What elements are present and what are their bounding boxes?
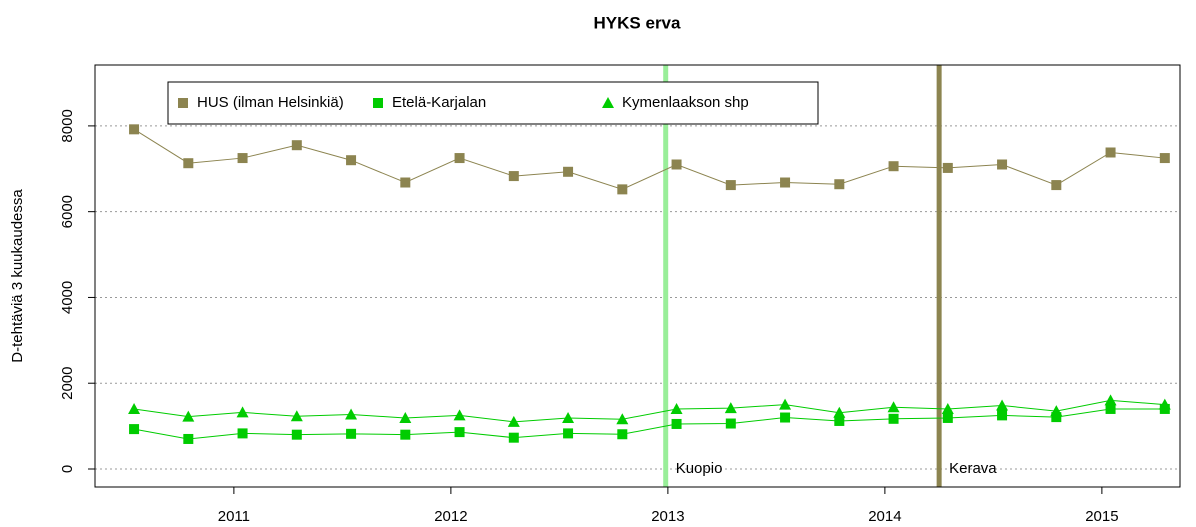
data-point	[237, 428, 248, 439]
series-line	[133, 408, 1165, 440]
data-point	[724, 402, 737, 414]
data-point	[563, 428, 574, 439]
data-point	[616, 413, 629, 425]
legend-marker	[373, 98, 383, 108]
legend-marker	[178, 98, 188, 108]
data-point	[942, 412, 953, 423]
data-point	[1051, 180, 1062, 191]
data-point	[346, 428, 357, 439]
x-tick-label: 2014	[868, 508, 901, 525]
x-tick-label: 2012	[434, 508, 467, 525]
data-point	[399, 411, 412, 423]
data-point	[345, 408, 358, 420]
data-point	[1158, 398, 1171, 410]
data-point	[1104, 394, 1117, 406]
data-point	[887, 401, 900, 413]
y-tick-label: 2000	[59, 367, 76, 400]
data-point	[834, 179, 845, 190]
chart-title: HYKS erva	[594, 13, 681, 32]
data-point	[236, 406, 249, 418]
data-point	[1105, 403, 1116, 414]
data-point	[291, 140, 302, 151]
x-tick-label: 2013	[651, 508, 684, 525]
data-point	[183, 158, 194, 169]
x-tick-label: 2015	[1085, 508, 1118, 525]
legend-label: HUS (ilman Helsinkiä)	[197, 94, 344, 111]
data-point	[617, 429, 628, 440]
data-point	[780, 177, 791, 188]
data-point	[888, 161, 899, 172]
data-point	[671, 418, 682, 429]
legend-marker	[602, 97, 614, 108]
data-point	[507, 415, 520, 427]
data-point	[779, 398, 792, 410]
legend-label: Kymenlaakson shp	[622, 94, 749, 111]
y-tick-label: 4000	[59, 281, 76, 314]
reference-label: Kerava	[949, 460, 997, 477]
data-point	[183, 433, 194, 444]
reference-label: Kuopio	[676, 460, 723, 477]
data-point	[291, 429, 302, 440]
data-point	[725, 418, 736, 429]
data-point	[508, 171, 519, 182]
data-point	[128, 402, 141, 414]
legend-label: Etelä-Karjalan	[392, 94, 486, 111]
y-tick-label: 0	[59, 465, 76, 473]
data-point	[237, 153, 248, 164]
y-axis-label: D-tehtäviä 3 kuukaudessa	[9, 189, 26, 363]
data-point	[454, 427, 465, 438]
legend-box	[167, 81, 819, 125]
data-point	[129, 124, 140, 135]
data-point	[997, 159, 1008, 170]
data-point	[670, 402, 683, 414]
data-point	[997, 410, 1008, 421]
x-tick-label: 2011	[218, 508, 250, 525]
data-point	[508, 432, 519, 443]
data-point	[562, 411, 575, 423]
data-point	[563, 166, 574, 177]
data-point	[1159, 153, 1170, 164]
data-point	[400, 429, 411, 440]
data-point	[129, 424, 140, 435]
series-line	[133, 128, 1165, 190]
data-point	[182, 410, 195, 422]
data-point	[834, 415, 845, 426]
data-point	[1050, 405, 1063, 417]
y-tick-label: 8000	[59, 109, 76, 142]
data-point	[833, 406, 846, 418]
y-tick-label: 6000	[59, 195, 76, 228]
plot-frame	[94, 64, 1181, 488]
data-point	[290, 410, 303, 422]
data-point	[454, 153, 465, 164]
data-point	[780, 412, 791, 423]
data-point	[996, 399, 1009, 411]
data-point	[346, 155, 357, 166]
data-point	[941, 402, 954, 414]
data-point	[888, 413, 899, 424]
data-point	[725, 180, 736, 191]
data-point	[400, 177, 411, 188]
data-point	[1105, 147, 1116, 158]
series-line	[133, 399, 1165, 423]
data-point	[942, 162, 953, 173]
data-point	[617, 184, 628, 195]
data-point	[671, 159, 682, 170]
data-point	[453, 409, 466, 421]
data-point	[1051, 412, 1062, 423]
